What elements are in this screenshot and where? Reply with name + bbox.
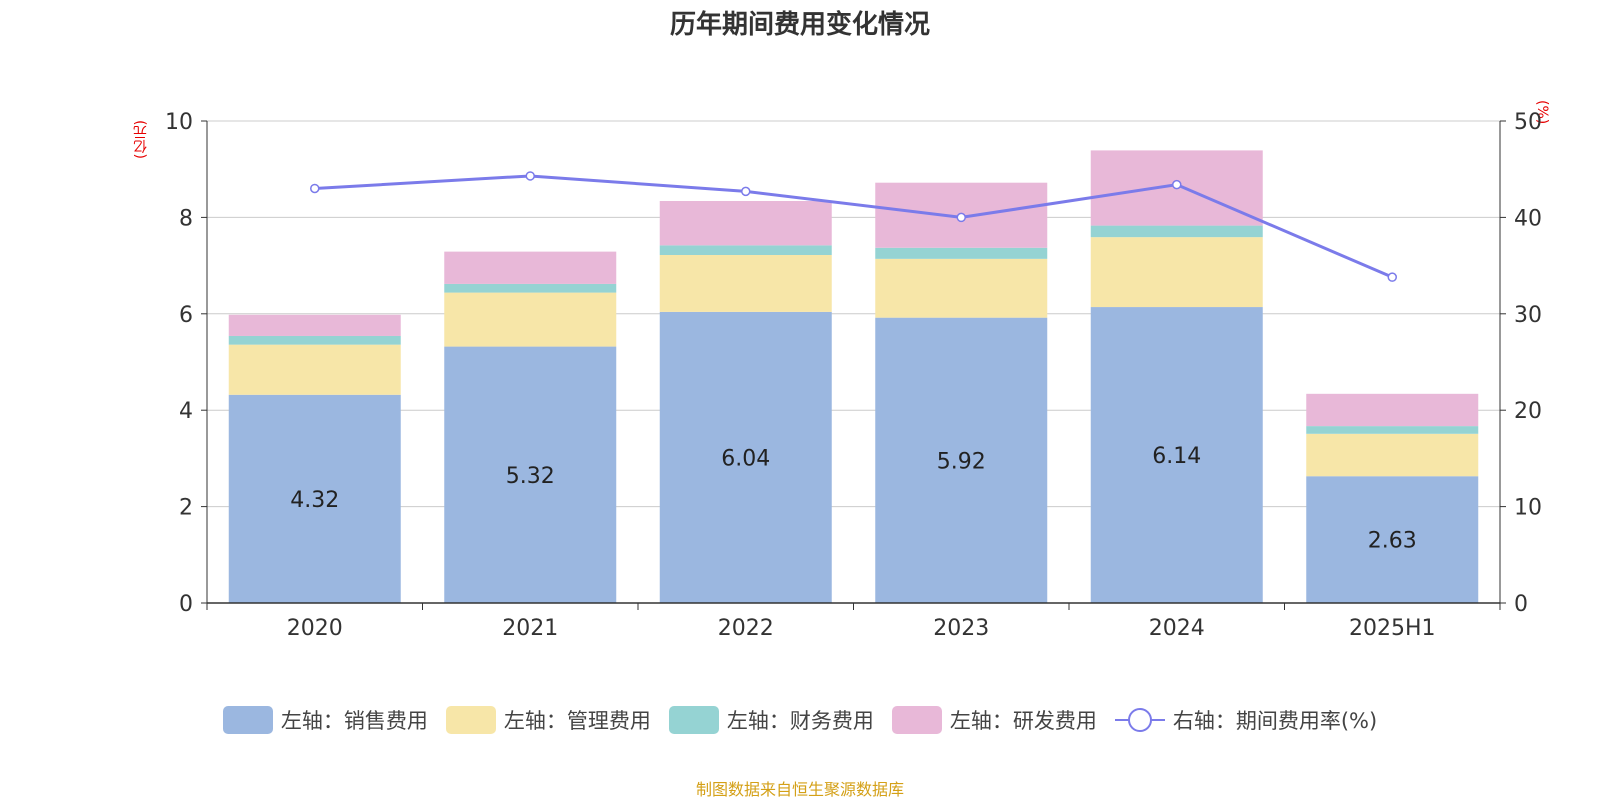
legend-color-swatch [668,706,719,734]
bar-segment-finance [1306,426,1479,434]
left-axis-tick-label: 8 [179,206,193,231]
rate-point [1172,179,1182,190]
chart-plot: 0 0 2 10 4 20 6 30 8 40 10 50 4.32 5.32 6.04 5.92 6.14 2.… [165,110,1542,641]
x-axis-tick-label: 2025H1 [1349,616,1436,641]
rate-point [525,171,535,181]
bar-segment-finance [659,245,832,255]
bar-segment-admin [659,254,832,312]
right-axis-tick-label: 30 [1514,303,1542,328]
legend-color-swatch [222,706,273,734]
data-source-note: 制图数据来自恒生聚源数据库 [695,780,904,799]
bar-segment-finance [444,283,617,293]
legend-item[interactable]: 左轴：管理费用 [445,705,651,735]
bar-segment-finance [228,335,401,345]
legend-label: 左轴：销售费用 [280,709,428,733]
x-axis-tick-label: 2020 [287,616,343,641]
bar-segment-rnd [1306,393,1479,427]
right-axis-tick-label: 0 [1514,592,1528,617]
right-axis-unit: (%) [1534,100,1550,125]
legend-item[interactable]: 左轴：财务费用 [668,705,874,735]
legend-label: 左轴：管理费用 [503,709,651,733]
bar-data-label: 5.32 [506,464,555,489]
legend-item[interactable]: 右轴：期间费用率(%) [1114,705,1378,735]
rate-line [314,174,1393,279]
rate-point [1387,272,1397,282]
bar-data-label: 2.63 [1368,529,1417,554]
bar-segment-admin [1306,433,1479,477]
bar-data-label: 4.32 [290,488,339,513]
bar-segment-admin [444,292,617,347]
bar-segment-admin [228,344,401,395]
bar-segment-rnd [444,251,617,284]
bar-data-label: 6.14 [1152,444,1201,469]
bar-segment-admin [875,258,1048,318]
legend-line-marker [1114,706,1165,734]
chart-title: 历年期间费用变化情况 [669,10,930,40]
bar-segment-finance [875,247,1048,259]
bar-segment-admin [1090,237,1263,308]
bar-segment-sales [228,394,401,603]
legend-label: 左轴：研发费用 [949,709,1097,733]
bar-segment-sales [659,311,832,603]
bar-data-label: 6.04 [721,446,770,471]
bar-segment-sales [875,317,1048,603]
bar-segment-sales [1090,307,1263,603]
bar-segment-sales [444,346,617,603]
chart-legend: 左轴：销售费用 左轴：管理费用 左轴：财务费用 左轴：研发费用 右轴：期间费用率(%) [0,705,1600,735]
legend-color-swatch [891,706,942,734]
left-axis-tick-label: 2 [179,496,193,521]
legend-label: 左轴：财务费用 [726,709,874,733]
x-axis-tick-label: 2023 [933,616,989,641]
rate-point [956,212,966,223]
right-axis-tick-label: 10 [1514,496,1542,521]
right-axis-tick-label: 20 [1514,399,1542,424]
bar-data-label: 5.92 [937,449,986,474]
left-axis-tick-label: 4 [179,399,193,424]
legend-item[interactable]: 左轴：销售费用 [222,705,428,735]
rate-point [741,186,751,197]
left-axis-tick-label: 0 [179,592,193,617]
rate-point [310,183,320,194]
bar-segment-rnd [659,201,832,246]
legend-color-swatch [445,706,496,734]
bar-segment-sales [1306,476,1479,603]
legend-item[interactable]: 左轴：研发费用 [891,705,1097,735]
x-axis-tick-label: 2024 [1149,616,1205,641]
right-axis-tick-label: 50 [1514,110,1542,135]
bar-segment-finance [1090,225,1263,238]
bar-segment-rnd [228,314,401,336]
x-axis-tick-label: 2021 [502,616,558,641]
right-axis-tick-label: 40 [1514,206,1542,231]
x-axis-tick-label: 2022 [718,616,774,641]
left-axis-tick-label: 10 [165,110,193,135]
left-axis-tick-label: 6 [179,303,193,328]
legend-label: 右轴：期间费用率(%) [1172,709,1378,733]
